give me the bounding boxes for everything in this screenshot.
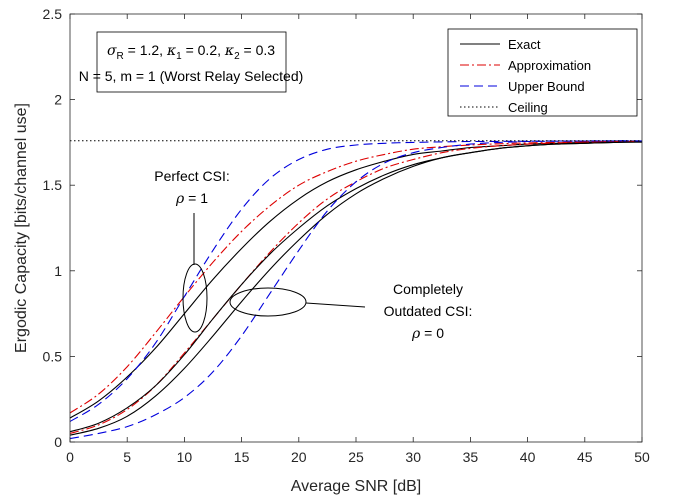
x-tick-label-20: 20 <box>291 449 307 465</box>
y-tick-label-1.5: 1.5 <box>43 177 63 193</box>
x-tick-label-35: 35 <box>463 449 479 465</box>
series-line-outdated-exact-5 <box>69 141 643 433</box>
perfect-csi-ellipse <box>182 263 208 333</box>
outdated-csi-pointer <box>305 302 366 308</box>
y-tick-label-2: 2 <box>54 92 62 108</box>
x-tick-label-45: 45 <box>577 449 593 465</box>
legend-label-upper-bound: Upper Bound <box>508 79 585 94</box>
legend: Exact Approximation Upper Bound Ceiling <box>447 28 638 117</box>
params-line2: N = 5, m = 1 (Worst Relay Selected) <box>79 68 304 84</box>
outdated-csi-rho: ρ = 0 <box>411 325 444 342</box>
legend-label-approximation: Approximation <box>508 58 591 73</box>
params-box: σR = 1.2, κ1 = 0.2, κ2 = 0.3 N = 5, m = … <box>79 31 304 93</box>
y-axis-label: Ergodic Capacity [bits/channel use] <box>13 103 30 353</box>
outdated-csi-label2: Outdated CSI: <box>384 303 473 319</box>
x-tick-label-50: 50 <box>634 449 650 465</box>
x-tick-label-10: 10 <box>177 449 193 465</box>
params-line1: σR = 1.2, κ1 = 0.2, κ2 = 0.3 <box>107 42 275 62</box>
perfect-csi-rho: ρ = 1 <box>175 190 208 207</box>
x-axis-label: Average SNR [dB] <box>291 478 421 495</box>
y-tick-label-2.5: 2.5 <box>43 6 63 22</box>
perfect-csi-label: Perfect CSI: <box>154 168 229 184</box>
outdated-csi-label1: Completely <box>393 281 463 297</box>
legend-label-exact: Exact <box>508 37 541 52</box>
y-tick-label-0.5: 0.5 <box>43 348 63 364</box>
series-layer <box>69 140 643 440</box>
x-tick-label-0: 0 <box>66 449 74 465</box>
annotation-outdated-csi: Completely Outdated CSI: ρ = 0 <box>229 281 473 342</box>
outdated-csi-ellipse <box>229 287 307 317</box>
y-tick-label-1: 1 <box>54 263 62 279</box>
legend-label-ceiling: Ceiling <box>508 100 548 115</box>
x-tick-label-25: 25 <box>348 449 364 465</box>
series-line-outdated-upper-bound-6 <box>69 140 643 440</box>
series-line-perfect-approximation-1 <box>69 140 643 414</box>
ticks-layer: 0 5 10 15 20 25 30 35 40 45 50 0 0.5 1 1.5 2 2.5 <box>43 6 650 465</box>
series-line-perfect-upper-bound-2 <box>69 140 643 422</box>
x-tick-label-40: 40 <box>520 449 536 465</box>
x-tick-label-15: 15 <box>234 449 250 465</box>
x-tick-label-5: 5 <box>123 449 131 465</box>
y-tick-label-0: 0 <box>54 434 62 450</box>
params-box-frame <box>96 31 287 93</box>
annotation-perfect-csi: Perfect CSI: ρ = 1 <box>154 168 230 333</box>
x-tick-label-30: 30 <box>405 449 421 465</box>
